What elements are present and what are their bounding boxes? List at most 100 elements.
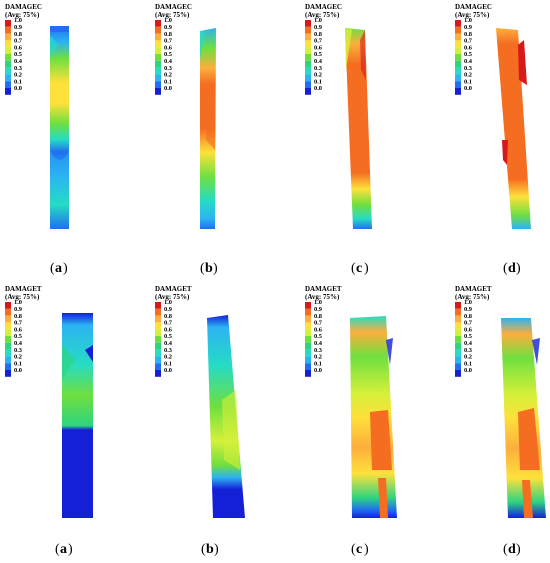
- caption-letter: d: [508, 542, 516, 557]
- caption-row2-c: ( c ): [351, 542, 369, 557]
- legend-swatch: [5, 54, 11, 61]
- legend-tick-label: 1.0: [164, 299, 172, 306]
- legend-scale: 1.00.90.80.70.60.50.40.30.20.10.0: [5, 299, 23, 377]
- legend-tick-label: 0.8: [464, 313, 472, 320]
- caption-row2-b: ( b ): [201, 542, 219, 557]
- legend-swatch: [155, 60, 161, 68]
- legend-tick-label: 0.5: [14, 51, 22, 58]
- legend-tick-label: 1.0: [164, 17, 172, 24]
- legend-tick-label: 0.2: [314, 354, 322, 361]
- legend-tick-label: 0.1: [464, 78, 472, 85]
- caption-open-paren: (: [50, 261, 55, 276]
- legend-tick-label: 0.0: [314, 367, 322, 374]
- legend-swatch: [155, 370, 161, 377]
- legend-swatch: [155, 67, 161, 75]
- legend-variable-title: DAMAGEC: [305, 3, 342, 11]
- contour-region: [370, 410, 392, 470]
- legend-swatch: [455, 47, 461, 54]
- legend-variable-title: DAMAGET: [305, 285, 342, 293]
- legend-tick-label: 0.4: [314, 340, 323, 347]
- legend-tick-label: 0.8: [14, 31, 22, 38]
- legend-tick-label: 0.3: [164, 65, 172, 72]
- legend-swatch: [5, 349, 11, 357]
- caption-letter: a: [60, 542, 67, 557]
- legend-tick-label: 0.0: [314, 85, 322, 92]
- legend-avg-label: (Avg: 75%): [305, 11, 340, 19]
- legend-tick-label: 1.0: [464, 299, 472, 306]
- legend-tick-label: 0.3: [164, 347, 172, 354]
- legend-swatch: [155, 81, 161, 88]
- legend-swatch: [155, 363, 161, 370]
- contour-column: [345, 28, 372, 229]
- legend-avg-label: (Avg: 75%): [155, 11, 190, 19]
- legend-swatch: [155, 349, 161, 357]
- legend-tick-label: 0.3: [464, 65, 472, 72]
- legend-row1-c: DAMAGEC (Avg: 75%) 1.00.90.80.70.60.50.4…: [305, 3, 342, 95]
- legend-variable-title: DAMAGET: [155, 285, 192, 293]
- legend-swatch: [305, 329, 311, 336]
- contour-region: [206, 80, 215, 150]
- legend-scale: 1.00.90.80.70.60.50.40.30.20.10.0: [5, 17, 23, 95]
- legend-swatch: [155, 329, 161, 336]
- legend-swatch: [5, 302, 11, 309]
- legend-tick-label: 0.6: [464, 44, 473, 51]
- contour-region: [345, 28, 352, 70]
- legend-tick-label: 0.7: [164, 38, 173, 45]
- legend-swatch: [305, 88, 311, 95]
- legend-swatch: [455, 308, 461, 316]
- legend-scale: 1.00.90.80.70.60.50.40.30.20.10.0: [305, 299, 323, 377]
- legend-swatch: [305, 54, 311, 61]
- caption-open-paren: (: [351, 261, 356, 276]
- contour-region: [518, 40, 527, 85]
- legend-tick-label: 0.0: [164, 85, 172, 92]
- legend-tick-label: 1.0: [314, 299, 322, 306]
- legend-tick-label: 0.8: [164, 313, 172, 320]
- legend-swatch: [5, 67, 11, 75]
- legend-tick-label: 0.6: [14, 326, 23, 333]
- legend-tick-label: 0.7: [14, 320, 23, 327]
- legend-swatch: [455, 370, 461, 377]
- legend-tick-label: 0.7: [464, 38, 473, 45]
- contour-region: [522, 480, 533, 518]
- legend-swatch: [455, 363, 461, 370]
- legend-swatch: [455, 315, 461, 323]
- caption-row1-b: ( b ): [200, 261, 218, 276]
- contour-region: [200, 31, 205, 60]
- legend-swatch: [455, 67, 461, 75]
- legend-tick-label: 0.9: [464, 24, 472, 31]
- legend-swatch: [455, 88, 461, 95]
- legend-swatch: [5, 342, 11, 350]
- contour-region: [386, 338, 393, 365]
- legend-swatch: [5, 336, 11, 343]
- caption-letter: c: [356, 261, 362, 276]
- caption-close-paren: ): [516, 261, 521, 276]
- legend-tick-label: 0.4: [164, 58, 173, 65]
- legend-tick-label: 0.7: [14, 38, 23, 45]
- legend-tick-label: 0.9: [164, 24, 172, 31]
- legend-tick-label: 0.7: [314, 38, 323, 45]
- legend-tick-label: 0.9: [464, 306, 472, 313]
- legend-scale: 1.00.90.80.70.60.50.40.30.20.10.0: [305, 17, 323, 95]
- legend-tick-label: 0.8: [314, 31, 322, 38]
- legend-swatch: [5, 363, 11, 370]
- contour-column: [50, 26, 69, 229]
- legend-swatch: [5, 33, 11, 41]
- legend-swatch: [5, 370, 11, 377]
- legend-tick-label: 0.1: [164, 360, 172, 367]
- legend-avg-label: (Avg: 75%): [455, 11, 490, 19]
- legend-variable-title: DAMAGET: [5, 285, 42, 293]
- caption-open-paren: (: [200, 261, 205, 276]
- caption-row1-d: ( d ): [503, 261, 521, 276]
- legend-tick-label: 0.9: [164, 306, 172, 313]
- caption-letter: b: [206, 542, 214, 557]
- legend-tick-label: 1.0: [464, 17, 472, 24]
- legend-scale: 1.00.90.80.70.60.50.40.30.20.10.0: [155, 17, 173, 95]
- legend-swatch: [305, 349, 311, 357]
- legend-tick-label: 0.1: [14, 78, 22, 85]
- legend-tick-label: 1.0: [14, 17, 22, 24]
- legend-swatch: [305, 342, 311, 350]
- caption-row2-d: ( d ): [503, 542, 521, 557]
- panel-row1-b: DAMAGEC (Avg: 75%) 1.00.90.80.70.60.50.4…: [155, 3, 218, 276]
- contour-region: [62, 345, 75, 380]
